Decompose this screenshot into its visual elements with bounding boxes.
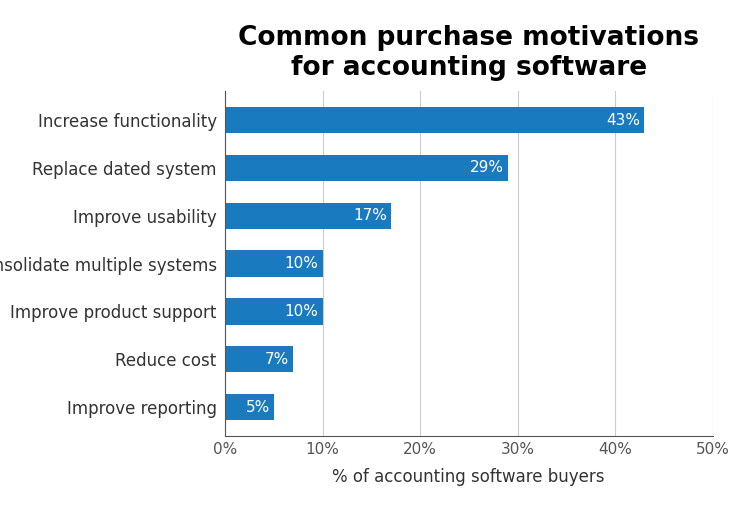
Bar bbox=[225, 394, 274, 420]
Text: 5%: 5% bbox=[245, 400, 270, 415]
Bar bbox=[225, 107, 644, 133]
Bar bbox=[225, 346, 293, 373]
Text: 43%: 43% bbox=[606, 113, 640, 128]
Text: 29%: 29% bbox=[470, 160, 504, 175]
Bar bbox=[225, 203, 391, 229]
Text: 7%: 7% bbox=[265, 352, 290, 367]
Bar bbox=[225, 155, 508, 181]
Text: 10%: 10% bbox=[285, 304, 319, 319]
X-axis label: % of accounting software buyers: % of accounting software buyers bbox=[332, 467, 605, 486]
Title: Common purchase motivations
for accounting software: Common purchase motivations for accounti… bbox=[238, 25, 699, 81]
Bar bbox=[225, 298, 322, 324]
Text: 17%: 17% bbox=[353, 208, 387, 223]
Bar bbox=[225, 250, 322, 277]
Text: 10%: 10% bbox=[285, 256, 319, 271]
